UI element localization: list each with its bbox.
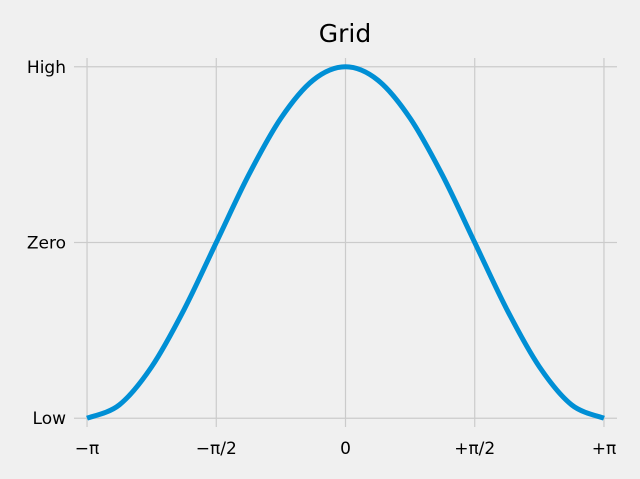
series-line: [86, 64, 605, 421]
x-tick-label: −π/2: [196, 439, 237, 459]
series-layer: [86, 64, 605, 421]
chart-title: Grid: [319, 19, 371, 48]
x-axis-tick-labels: −π −π/2 0 +π/2 +π: [75, 439, 616, 459]
y-tick-label: High: [27, 58, 66, 78]
y-tick-label: Low: [33, 409, 67, 429]
x-tick-label: +π/2: [454, 439, 495, 459]
y-axis-tick-labels: Low Zero High: [27, 58, 66, 429]
y-tick-label: Zero: [27, 234, 66, 254]
x-tick-label: 0: [340, 439, 351, 459]
x-tick-label: +π: [592, 439, 616, 459]
x-tick-label: −π: [75, 439, 99, 459]
grid-layer: [74, 58, 617, 427]
